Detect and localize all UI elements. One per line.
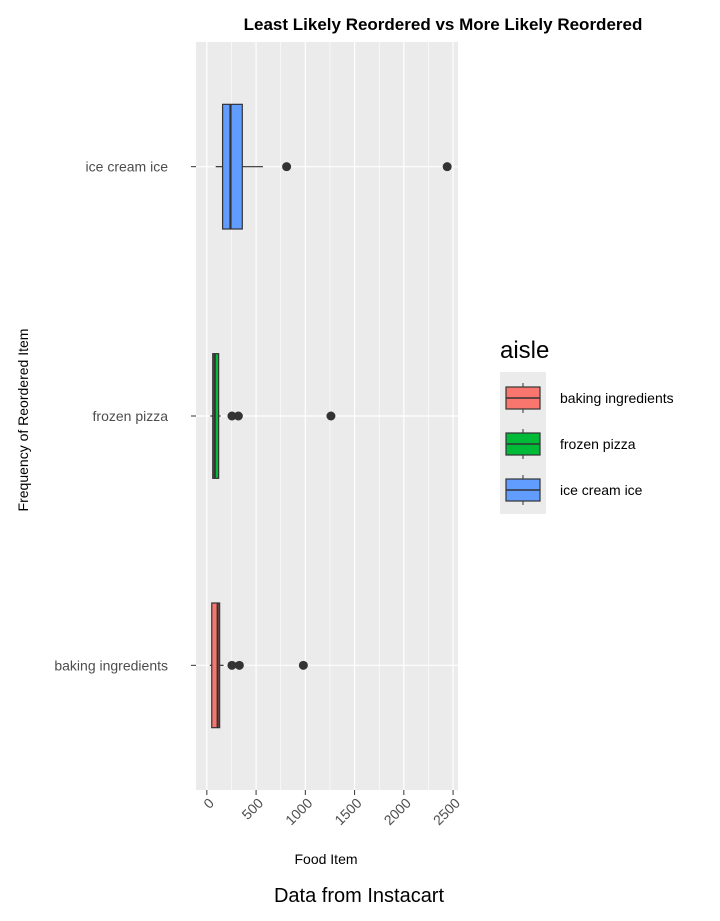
outlier-point (233, 411, 243, 421)
legend-label: baking ingredients (560, 390, 674, 406)
legend-item-baking-ingredients: baking ingredients (505, 383, 674, 413)
x-tick-label: 1500 (331, 795, 364, 828)
chart-title: Least Likely Reordered vs More Likely Re… (244, 15, 643, 34)
chart-caption: Data from Instacart (274, 885, 445, 907)
box-body (211, 602, 221, 729)
outlier-point (227, 660, 237, 670)
outlier-point (298, 660, 308, 670)
y-axis-title: Frequency of Reordered Item (15, 329, 31, 512)
legend-label: ice cream ice (560, 482, 643, 498)
outlier-point (227, 411, 237, 421)
y-tick-label: frozen pizza (93, 408, 169, 424)
x-tick-label: 2000 (381, 795, 414, 828)
grid-major (196, 42, 458, 790)
x-tick-label: 500 (238, 795, 266, 823)
legend-title: aisle (500, 337, 549, 364)
legend-item-frozen-pizza: frozen pizza (505, 429, 636, 459)
legend-label: frozen pizza (560, 436, 636, 452)
x-axis-title: Food Item (294, 851, 357, 867)
legend: aisle baking ingredients frozen pizza ice … (500, 337, 674, 514)
x-tick-label: 2500 (430, 795, 463, 828)
outlier-point (282, 162, 292, 172)
x-tick-label: 1000 (282, 795, 315, 828)
y-axis: baking ingredients frozen pizza ice cream … (54, 159, 196, 673)
y-tick-label: baking ingredients (54, 657, 168, 673)
outlier-point (234, 660, 244, 670)
box-baking-ingredients (209, 602, 308, 729)
boxes (209, 103, 452, 729)
y-tick-label: ice cream ice (86, 159, 169, 175)
outlier-point (326, 411, 336, 421)
box-frozen-pizza (210, 353, 336, 479)
box-body (221, 103, 243, 230)
x-axis: 0 500 1000 1500 2000 2500 (200, 790, 463, 828)
box-ice-cream-ice (215, 103, 452, 230)
legend-item-ice-cream-ice: ice cream ice (505, 475, 643, 505)
x-tick-label: 0 (200, 795, 217, 812)
outlier-point (442, 162, 452, 172)
